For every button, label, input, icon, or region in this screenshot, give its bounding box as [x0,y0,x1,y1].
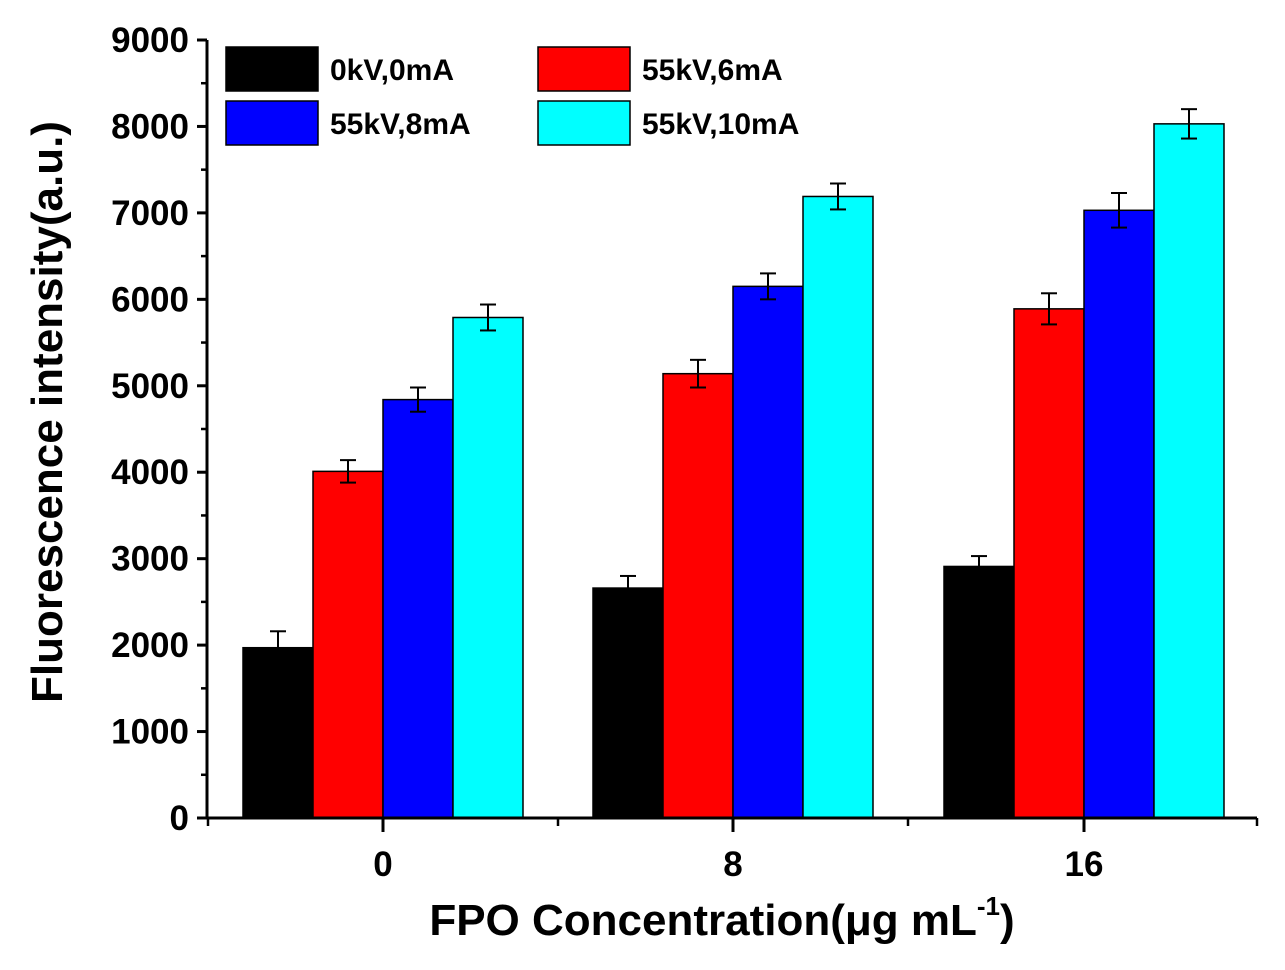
y-tick-label: 4000 [111,453,189,492]
y-tick-label: 0 [170,799,189,838]
axis-titles: Fluorescence intensity(a.u.) FPO Concent… [23,121,1015,945]
legend: 0kV,0mA 55kV,6mA 55kV,8mA 55kV,10mA [225,46,799,146]
y-tick-label: 1000 [111,713,189,752]
legend-item: 55kV,6mA [537,46,783,92]
y-tick-label: 6000 [111,280,189,319]
y-axis-title: Fluorescence intensity(a.u.) [23,121,72,703]
y-tick-label: 2000 [111,626,189,665]
legend-item: 55kV,8mA [225,100,471,146]
bar-16-2 [1083,209,1155,819]
legend-swatch [537,46,631,92]
legend-swatch [225,100,319,146]
bar-16-3 [1153,123,1225,819]
x-tick-label: 8 [723,845,742,884]
y-tick-label: 7000 [111,194,189,233]
legend-swatch [225,46,319,92]
x-tick-label: 16 [1065,845,1104,884]
bar-8-1 [662,372,734,819]
bars-layer [242,123,1225,819]
x-axis-title: FPO Concentration(μg mL-1) [429,891,1014,945]
bar-16-1 [1013,308,1085,819]
y-tick-label: 5000 [111,367,189,406]
legend-label: 55kV,8mA [330,108,471,141]
y-tick-label: 9000 [111,21,189,60]
legend-swatch [537,100,631,146]
y-tick-label: 3000 [111,540,189,579]
y-tick-label: 8000 [111,107,189,146]
bar-0-3 [452,316,524,819]
bar-0-2 [382,398,454,819]
legend-label: 55kV,10mA [642,108,799,141]
x-axis-title-suffix: ) [1000,896,1015,945]
bar-8-3 [802,195,874,819]
axes-layer: 0 1000 2000 3000 4000 5000 6000 7000 8000 9000 0 8 1… [111,21,1259,884]
x-axis-title-main: FPO Concentration(μg mL [429,896,977,945]
error-bars-layer [270,108,1197,666]
bar-16-0 [943,565,1015,819]
x-tick-label: 0 [373,845,392,884]
bar-0-0 [242,646,314,819]
x-axis-title-superscript: -1 [977,891,1000,921]
bar-0-1 [312,470,384,819]
legend-label: 55kV,6mA [642,54,783,87]
legend-item: 55kV,10mA [537,100,799,146]
bar-8-2 [732,285,804,819]
legend-label: 0kV,0mA [330,54,454,87]
legend-item: 0kV,0mA [225,46,454,92]
bar-8-0 [592,587,664,819]
